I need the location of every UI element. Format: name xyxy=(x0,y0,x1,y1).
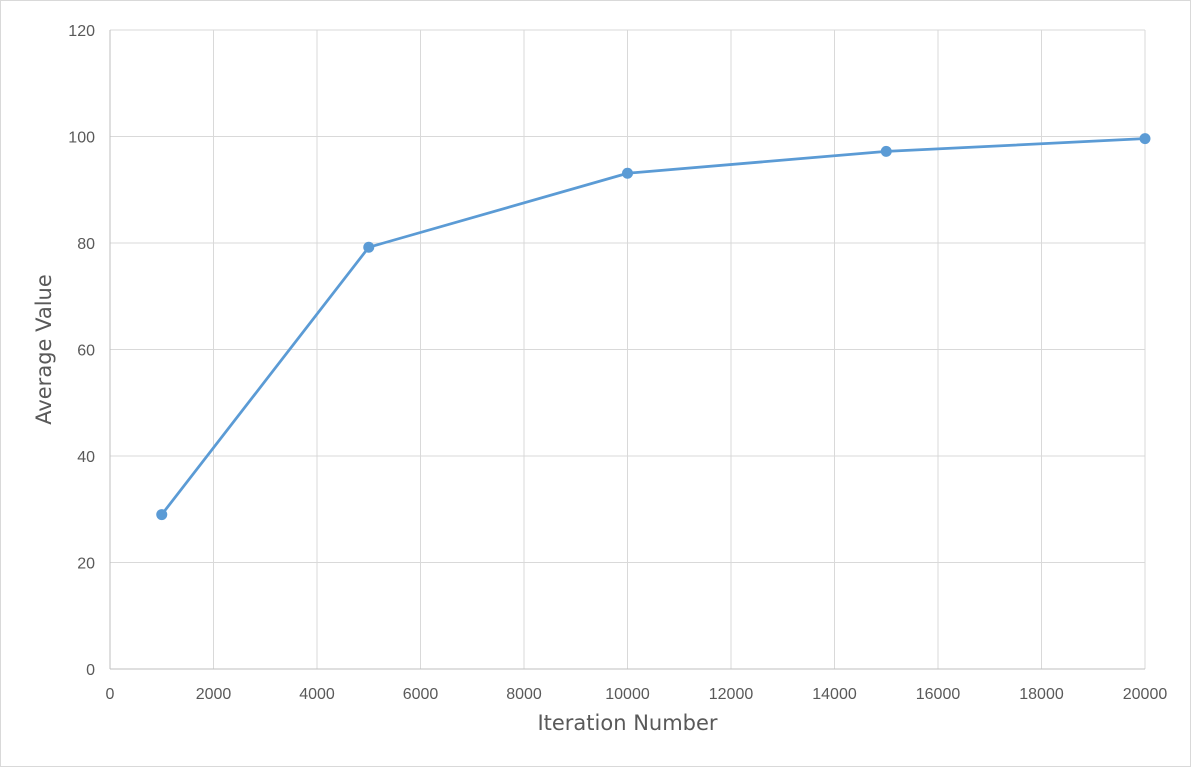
data-series xyxy=(156,133,1151,521)
x-axis-tick-labels: 0 2000 4000 6000 8000 10000 12000 14000 16000 180… xyxy=(106,686,1168,703)
y-axis-tick-labels: 0 20 40 60 80 100 120 xyxy=(68,23,95,679)
x-tick-label: 4000 xyxy=(299,686,335,703)
x-tick-label: 2000 xyxy=(196,686,232,703)
x-tick-label: 14000 xyxy=(812,686,857,703)
y-tick-label: 0 xyxy=(86,662,95,679)
data-point xyxy=(156,509,168,521)
y-axis-title: Average Value xyxy=(32,274,56,425)
data-point xyxy=(622,167,633,179)
data-point xyxy=(363,241,375,253)
y-tick-label: 20 xyxy=(77,556,95,573)
gridlines xyxy=(110,29,1146,669)
y-tick-label: 60 xyxy=(77,343,95,360)
x-tick-label: 12000 xyxy=(709,686,754,703)
x-tick-label: 20000 xyxy=(1123,686,1168,703)
y-tick-label: 100 xyxy=(68,130,95,147)
x-tick-label: 0 xyxy=(106,686,115,703)
y-tick-label: 40 xyxy=(77,449,95,466)
data-point xyxy=(1139,133,1151,145)
x-tick-label: 10000 xyxy=(605,686,650,703)
y-tick-label: 120 xyxy=(68,23,95,40)
y-tick-label: 80 xyxy=(77,236,95,253)
x-tick-label: 16000 xyxy=(916,686,961,703)
data-point xyxy=(880,145,892,157)
axes xyxy=(109,30,1145,670)
x-axis-title: Iteration Number xyxy=(537,711,717,735)
x-tick-label: 6000 xyxy=(403,686,439,703)
series-line xyxy=(160,137,1147,516)
x-tick-label: 8000 xyxy=(506,686,542,703)
x-tick-label: 18000 xyxy=(1019,686,1064,703)
